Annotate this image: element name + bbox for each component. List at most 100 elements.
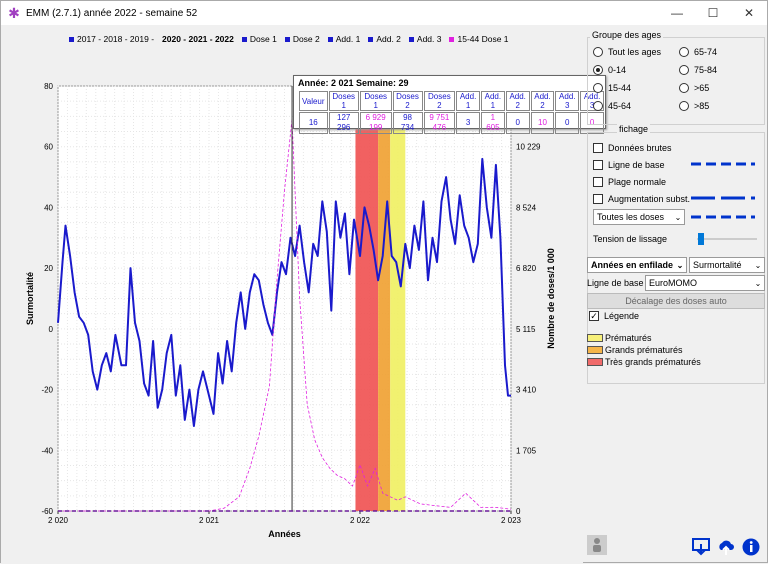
tooltip-value-cell: 6 929 199 [359, 112, 392, 134]
preterm-legend-item: Grands prématurés [587, 345, 683, 355]
y-axis-label: Surmortalité [25, 272, 35, 325]
raw-data-label: Données brutes [608, 143, 672, 153]
radio-dot[interactable] [679, 83, 689, 93]
tooltip-header-cell: Add. 2 [505, 91, 530, 111]
age-radio-6[interactable]: >65 [679, 83, 709, 93]
baby-icon[interactable] [587, 535, 607, 555]
smoothing-label: Tension de lissage [593, 234, 668, 244]
close-button[interactable]: ✕ [743, 6, 755, 20]
download-icon[interactable] [691, 537, 711, 557]
minimize-button[interactable]: — [671, 6, 683, 20]
y-tick-label: -60 [41, 507, 53, 516]
radio-dot[interactable] [593, 101, 603, 111]
radio-dot[interactable] [593, 83, 603, 93]
raw-data-checkbox[interactable]: Données brutes [593, 143, 672, 153]
info-icon[interactable] [741, 537, 761, 557]
tooltip-value-cell: 127 296 [328, 112, 359, 134]
age-radio-label: >85 [694, 101, 710, 111]
y2-tick-label: 10 229 [516, 143, 541, 152]
baby-icon-glyph [593, 538, 601, 552]
legend-box[interactable]: ✓ [589, 311, 599, 321]
tooltip-header-cell: Doses 1 [328, 91, 359, 111]
y2-tick-label: 0 [516, 507, 521, 516]
legend-label: 2017 - 2018 - 2019 - [77, 34, 155, 44]
legend-entry: Dose 2 [284, 34, 320, 44]
baseline-label: Ligne de base [608, 160, 665, 170]
doses-select[interactable]: Toutes les doses ⌄ [593, 209, 685, 225]
age-radio-label: 75-84 [694, 65, 718, 75]
radio-dot[interactable] [679, 101, 689, 111]
baseline-box[interactable] [593, 160, 603, 170]
legend-label: Add. 1 [335, 34, 361, 44]
y-tick-label: 80 [44, 82, 53, 91]
preterm-label: Très grands prématurés [605, 357, 701, 367]
baseline-source-select[interactable]: EuroMOMO ⌄ [645, 275, 765, 291]
x-axis-label: Années [268, 529, 301, 539]
y-tick-label: -40 [41, 446, 53, 455]
cloud-upload-icon-glyph [719, 540, 734, 555]
age-radio-8[interactable]: >85 [679, 101, 709, 111]
chevron-down-icon: ⌄ [674, 212, 682, 222]
doses-select-value: Toutes les doses [597, 212, 665, 222]
subst-increase-label: Augmentation subst. [608, 194, 691, 204]
radio-dot[interactable] [593, 65, 603, 75]
preterm-swatch [587, 346, 603, 354]
preterm-label: Grands prématurés [605, 345, 683, 355]
normal-range-checkbox[interactable]: Plage normale [593, 177, 666, 187]
y-tick-label: 20 [44, 264, 53, 273]
dose-shift-button[interactable]: Décalage des doses auto [587, 293, 765, 309]
cloud-upload-icon[interactable] [716, 537, 736, 557]
download-icon-glyph [692, 538, 710, 556]
radio-dot[interactable] [679, 47, 689, 57]
maximize-button[interactable]: ☐ [707, 6, 719, 20]
subst-dash-sample [691, 196, 755, 200]
tooltip-value-cell: 98 734 [392, 112, 423, 134]
series-line [57, 157, 511, 427]
tooltip-value-cell: 0 [580, 112, 604, 134]
baseline-dash-sample [691, 162, 755, 166]
tooltip-value-cell: 16 [299, 112, 328, 134]
virus-app-icon: ✱ [8, 5, 20, 21]
x-tick-label: 2 021 [199, 516, 220, 525]
baseline-checkbox[interactable]: Ligne de base [593, 160, 665, 170]
tooltip-value-cell: 1 605 [480, 112, 505, 134]
age-radio-4[interactable]: 75-84 [679, 65, 717, 75]
subst-increase-box[interactable] [593, 194, 603, 204]
age-radio-label: >65 [694, 83, 710, 93]
tooltip-header-cell: Doses 2 [392, 91, 423, 111]
chevron-down-icon: ⌄ [676, 260, 684, 270]
age-radio-2[interactable]: 65-74 [679, 47, 717, 57]
tooltip-header-cell: Add. 1 [456, 91, 480, 111]
y2-tick-label: 5 115 [516, 325, 536, 334]
preterm-swatch [587, 358, 603, 366]
tooltip-header-cell: Add. 3 [580, 91, 604, 111]
smoothing-slider[interactable] [697, 238, 757, 240]
preterm-legend-item: Prématurés [587, 333, 652, 343]
age-group-box [587, 37, 765, 125]
legend-label: Add. 3 [416, 34, 442, 44]
raw-data-box[interactable] [593, 143, 603, 153]
legend-checkbox[interactable]: ✓ Légende [589, 311, 639, 321]
y2-axis-label: Nombre de doses/1 000 [546, 248, 556, 349]
subst-increase-checkbox[interactable]: Augmentation subst. [593, 194, 690, 204]
smoothing-slider-thumb[interactable] [698, 233, 705, 245]
age-radio-5[interactable]: 15-44 [593, 83, 631, 93]
radio-dot[interactable] [679, 65, 689, 75]
radio-dot[interactable] [593, 47, 603, 57]
legend-entry: 2020 - 2021 - 2022 [162, 34, 234, 44]
series-line [58, 118, 512, 512]
y2-tick-label: 8 524 [516, 203, 537, 212]
window-title: EMM (2.7.1) année 2022 - semaine 52 [26, 7, 198, 19]
years-mode-select[interactable]: Années en enfilade ⌄ [587, 257, 687, 273]
display-group-title: fichage [617, 124, 651, 134]
age-radio-3[interactable]: 0-14 [593, 65, 626, 75]
chevron-down-icon: ⌄ [754, 260, 762, 270]
preterm-band [378, 86, 391, 511]
data-tooltip: Année: 2 021 Semaine: 29 Valeur Doses 1 Do… [293, 75, 606, 134]
age-radio-label: Tout les ages [608, 47, 662, 57]
age-radio-1[interactable]: Tout les ages [593, 47, 661, 57]
metric-select[interactable]: Surmortalité ⌄ [689, 257, 765, 273]
age-radio-7[interactable]: 45-64 [593, 101, 631, 111]
normal-range-box[interactable] [593, 177, 603, 187]
